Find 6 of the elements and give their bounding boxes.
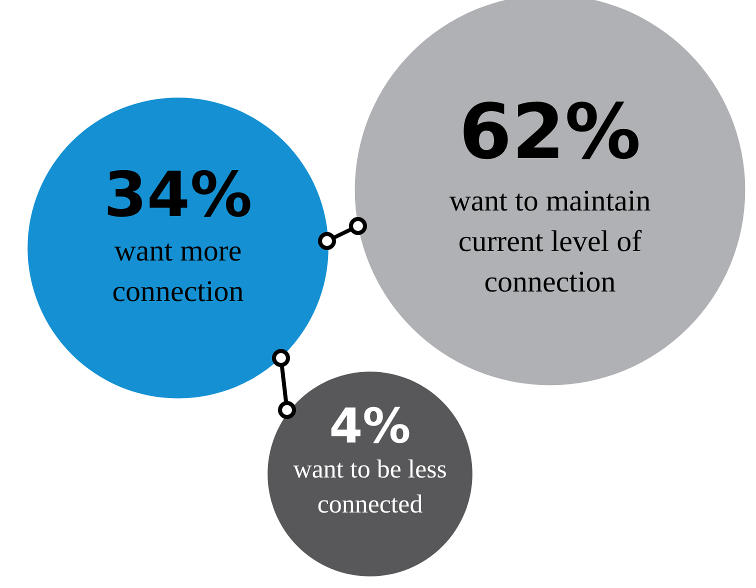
- data-label: 4%: [329, 398, 411, 454]
- data-label: 62%: [459, 86, 641, 176]
- category-label: want to be less connected: [293, 454, 447, 519]
- category-label: want more connection: [112, 234, 244, 308]
- category-label: want to maintain current level of connection: [449, 184, 651, 298]
- data-label: 34%: [104, 158, 252, 232]
